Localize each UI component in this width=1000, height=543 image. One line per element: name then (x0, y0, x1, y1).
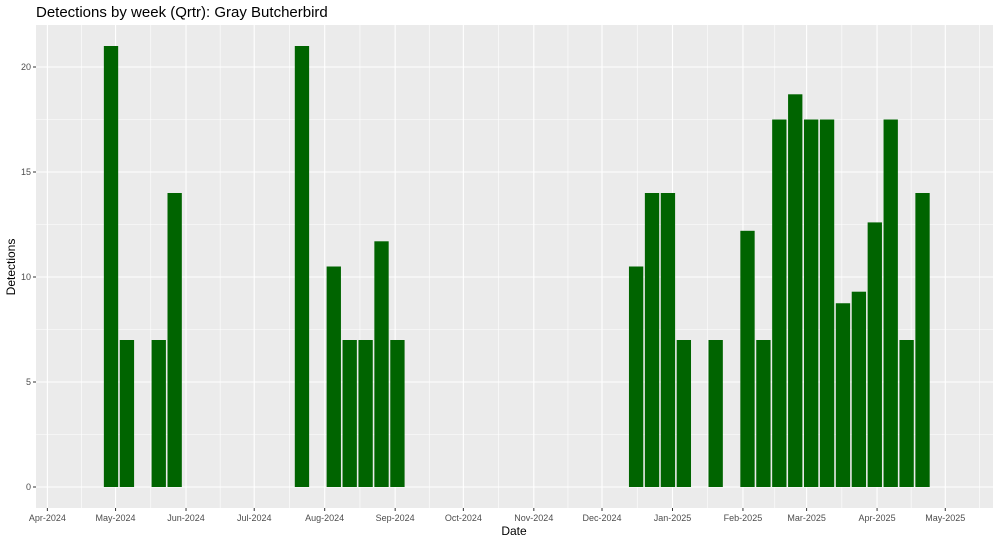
x-tick-label: Apr-2025 (859, 513, 896, 523)
x-tick-label: Aug-2024 (305, 513, 344, 523)
x-axis-title: Date (501, 524, 527, 538)
bar (883, 119, 898, 487)
bar (772, 119, 787, 487)
bar (803, 119, 819, 487)
x-tick-label: Jun-2024 (167, 513, 205, 523)
bar (788, 94, 803, 488)
bar (899, 340, 914, 487)
bar (756, 340, 771, 487)
bar-series (103, 46, 930, 488)
y-tick-label: 20 (21, 62, 31, 72)
bar (819, 119, 835, 487)
bar (119, 340, 135, 487)
y-tick-label: 10 (21, 272, 31, 282)
bar (342, 340, 357, 487)
bar (628, 266, 644, 487)
bar (374, 241, 389, 487)
bar (835, 303, 851, 487)
x-axis: Apr-2024 May-2024 Jun-2024 Jul-2024 Aug-2024… (29, 508, 965, 523)
bar (915, 193, 930, 487)
bar (644, 193, 660, 487)
bar (390, 340, 405, 487)
y-axis-title: Detections (4, 239, 18, 296)
x-tick-label: Apr-2024 (29, 513, 66, 523)
y-tick-label: 5 (26, 377, 31, 387)
chart-title: Detections by week (Qrtr): Gray Butcherb… (36, 4, 328, 21)
bar (676, 340, 692, 487)
x-tick-label: Dec-2024 (583, 513, 622, 523)
x-tick-label: Jul-2024 (237, 513, 272, 523)
x-tick-label: Mar-2025 (787, 513, 826, 523)
bar (103, 46, 119, 487)
bar (151, 340, 166, 487)
bar (660, 193, 676, 487)
x-tick-label: Oct-2024 (445, 513, 482, 523)
x-tick-label: Feb-2025 (724, 513, 763, 523)
bar (867, 222, 882, 487)
bar (358, 340, 373, 487)
y-tick-label: 15 (21, 167, 31, 177)
bar (167, 193, 182, 487)
x-tick-label: Sep-2024 (376, 513, 415, 523)
y-axis: 0 5 10 15 20 (21, 62, 36, 492)
x-tick-label: Jan-2025 (654, 513, 692, 523)
bar (326, 266, 341, 487)
bar (708, 340, 723, 487)
x-tick-label: May-2025 (925, 513, 965, 523)
y-tick-label: 0 (26, 482, 31, 492)
bar (851, 291, 867, 487)
x-tick-label: May-2024 (96, 513, 136, 523)
x-tick-label: Nov-2024 (514, 513, 553, 523)
bar (294, 46, 310, 487)
bar (740, 230, 755, 488)
